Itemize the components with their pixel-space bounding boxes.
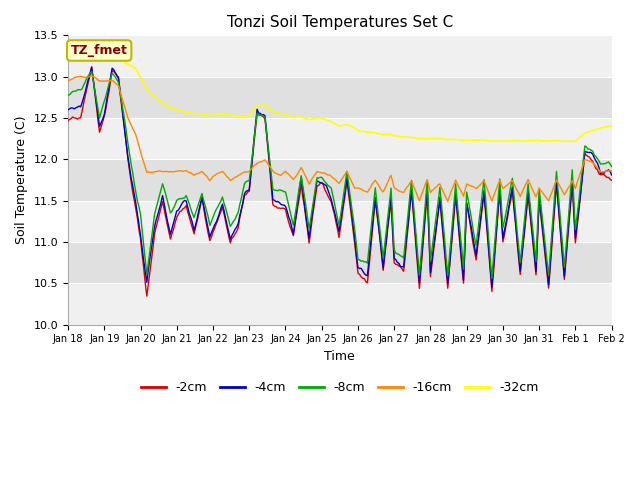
Line: -4cm: -4cm — [68, 67, 612, 287]
Legend: -2cm, -4cm, -8cm, -16cm, -32cm: -2cm, -4cm, -8cm, -16cm, -32cm — [136, 376, 544, 399]
-4cm — [88, 64, 95, 70]
-8cm — [520, 228, 527, 234]
-2cm — [486, 269, 494, 275]
-32cm — [518, 138, 525, 144]
-2cm — [608, 178, 616, 183]
-16cm — [518, 190, 525, 196]
Bar — [68, 283, 612, 324]
-8cm — [485, 236, 493, 242]
Text: TZ_fmet: TZ_fmet — [71, 44, 127, 57]
Bar — [68, 242, 612, 283]
-2cm — [64, 118, 72, 123]
-2cm — [518, 254, 525, 260]
-2cm — [143, 293, 150, 299]
Bar — [68, 159, 612, 201]
Line: -8cm: -8cm — [68, 72, 612, 278]
-4cm — [488, 284, 496, 290]
-32cm — [516, 138, 524, 144]
-8cm — [488, 276, 496, 281]
-8cm — [88, 69, 95, 74]
-32cm — [160, 101, 168, 107]
-4cm — [64, 107, 72, 113]
-32cm — [568, 139, 576, 144]
-16cm — [608, 168, 616, 174]
-16cm — [88, 73, 95, 79]
-16cm — [444, 198, 452, 204]
-2cm — [88, 64, 95, 70]
-8cm — [518, 244, 525, 250]
Bar — [68, 201, 612, 242]
-16cm — [64, 78, 72, 84]
-8cm — [559, 245, 566, 251]
-4cm — [608, 172, 616, 178]
-32cm — [96, 45, 104, 50]
Line: -2cm: -2cm — [68, 67, 612, 296]
Line: -32cm: -32cm — [68, 48, 612, 142]
-16cm — [160, 169, 168, 175]
-2cm — [520, 240, 527, 245]
Bar — [68, 77, 612, 118]
-32cm — [221, 111, 229, 117]
-32cm — [485, 138, 493, 144]
-4cm — [518, 252, 525, 258]
-4cm — [221, 216, 229, 221]
Y-axis label: Soil Temperature (C): Soil Temperature (C) — [15, 116, 28, 244]
Bar — [68, 36, 612, 77]
-2cm — [559, 258, 566, 264]
-2cm — [162, 215, 170, 220]
-8cm — [221, 205, 229, 211]
-32cm — [608, 123, 616, 129]
-32cm — [557, 138, 565, 144]
Title: Tonzi Soil Temperatures Set C: Tonzi Soil Temperatures Set C — [227, 15, 453, 30]
Bar — [68, 118, 612, 159]
-4cm — [160, 201, 168, 206]
-4cm — [559, 255, 566, 261]
-4cm — [485, 244, 493, 250]
-8cm — [64, 92, 72, 98]
-16cm — [559, 189, 566, 194]
-32cm — [64, 53, 72, 59]
-16cm — [486, 194, 494, 200]
-2cm — [223, 227, 231, 232]
X-axis label: Time: Time — [324, 350, 355, 363]
-8cm — [160, 186, 168, 192]
-16cm — [520, 186, 527, 192]
-8cm — [608, 164, 616, 169]
-16cm — [221, 172, 229, 178]
-4cm — [520, 237, 527, 243]
Line: -16cm: -16cm — [68, 76, 612, 201]
